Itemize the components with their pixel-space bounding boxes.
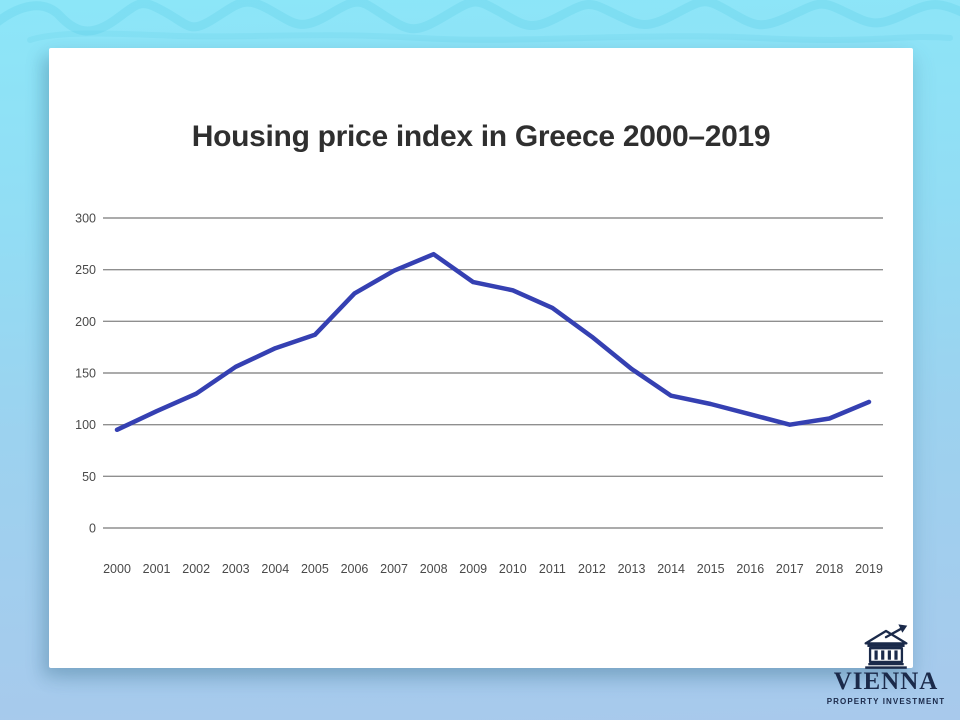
y-axis-tick-label: 0 [89,522,96,536]
y-axis-tick-label: 100 [75,418,96,432]
x-axis-tick-label: 2008 [420,562,448,576]
x-axis-tick-label: 2002 [182,562,210,576]
y-axis-tick-label: 300 [75,212,96,226]
chart-title: Housing price index in Greece 2000–2019 [191,120,771,153]
x-axis-tick-label: 2001 [143,562,171,576]
x-axis-tick-label: 2003 [222,562,250,576]
x-axis-tick-label: 2013 [618,562,646,576]
x-axis-tick-label: 2019 [855,562,883,576]
y-axis-tick-label: 150 [75,367,96,381]
x-axis-tick-label: 2000 [103,562,131,576]
y-axis-tick-label: 50 [82,470,96,484]
logo-brand: VIENNA [833,668,939,695]
x-axis-tick-label: 2017 [776,562,804,576]
x-axis-tick-label: 2006 [341,562,369,576]
x-axis-tick-label: 2011 [539,562,566,576]
y-axis-tick-label: 200 [75,315,96,329]
chart-card: Housing price index in Greece 2000–2019 … [49,48,913,668]
x-axis-tick-label: 2009 [459,562,487,576]
bank-growth-arrow-icon [864,624,908,669]
x-axis-tick-label: 2018 [816,562,844,576]
x-axis-tick-label: 2016 [736,562,764,576]
x-axis-tick-label: 2015 [697,562,725,576]
x-axis-tick-label: 2012 [578,562,606,576]
x-axis-tick-label: 2014 [657,562,685,576]
x-axis-tick-label: 2010 [499,562,527,576]
vienna-logo: VIENNA PROPERTY INVESTMENT [827,623,944,706]
x-axis-tick-label: 2005 [301,562,329,576]
watermark-handwriting [0,0,960,43]
chart-svg: 0 50 100 150 200 250 300 2000 2001 2002 2003 2004 20… [75,212,883,576]
y-axis-tick-label: 250 [75,263,96,277]
x-axis-tick-label: 2004 [261,562,289,576]
housing-price-index-line [114,251,872,433]
logo-tagline: PROPERTY INVESTMENT [826,697,946,707]
x-axis-tick-label: 2007 [380,562,408,576]
